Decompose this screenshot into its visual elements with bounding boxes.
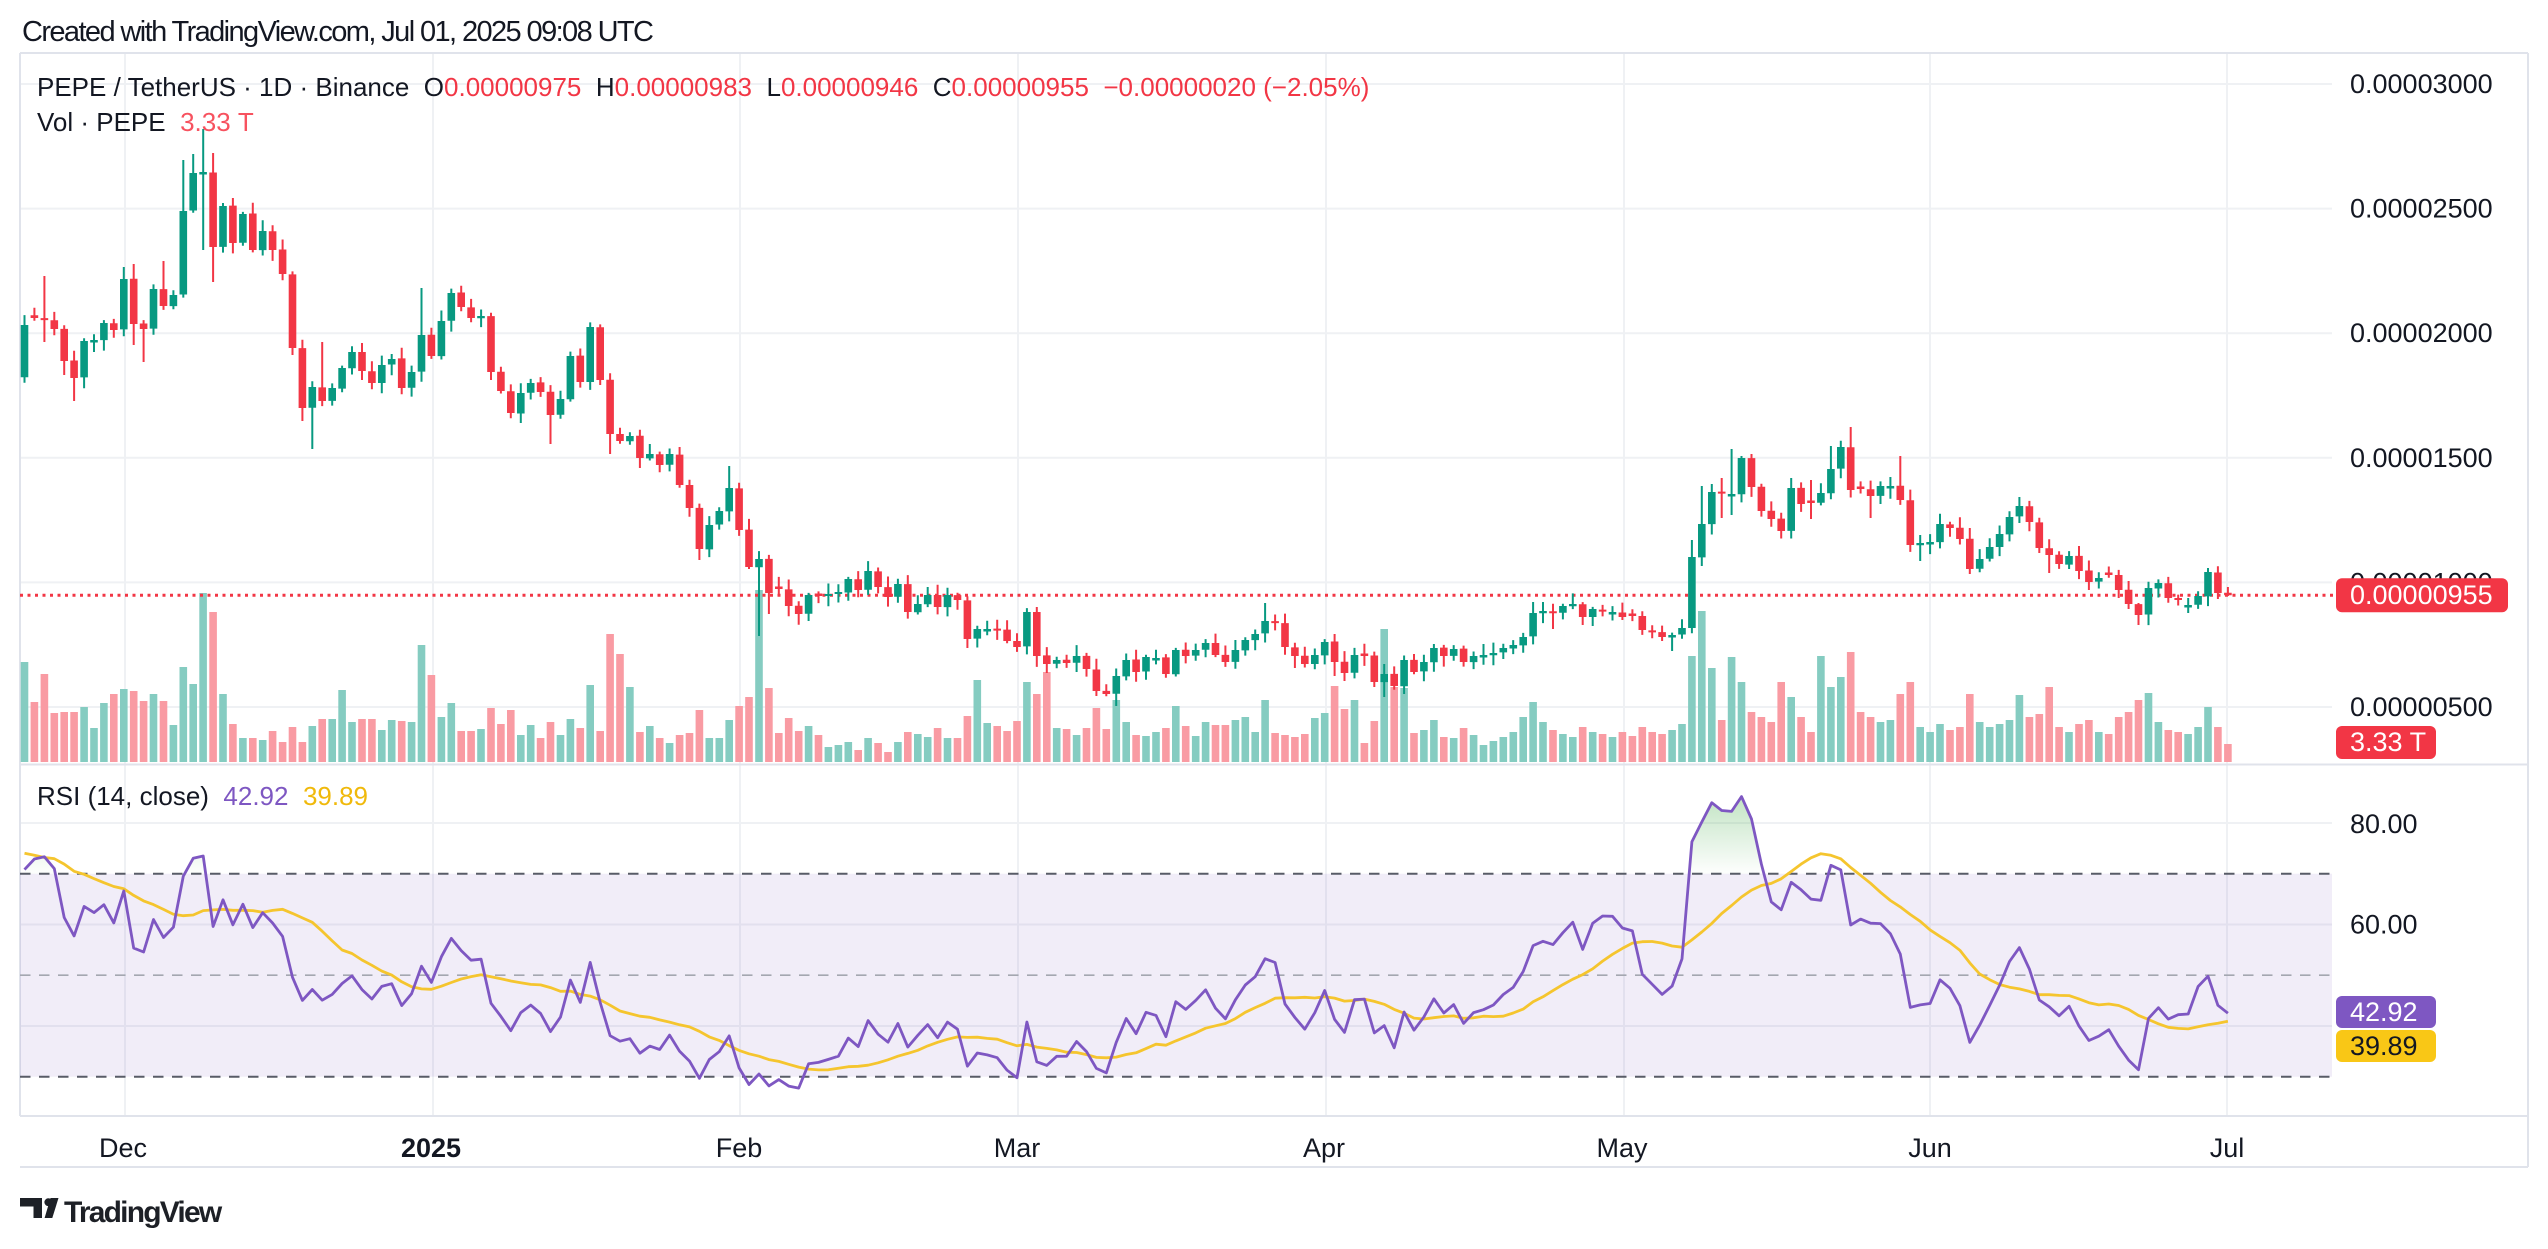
svg-text:May: May — [1596, 1133, 1648, 1163]
svg-text:0.00000955: 0.00000955 — [2350, 580, 2493, 610]
svg-text:2025: 2025 — [401, 1133, 461, 1163]
svg-text:Created with TradingView.com,: Created with TradingView.com, Jul 01, 20… — [22, 16, 653, 48]
svg-text:0.00002000: 0.00002000 — [2350, 318, 2493, 348]
svg-text:39.89: 39.89 — [2350, 1031, 2418, 1061]
svg-text:42.92: 42.92 — [2350, 997, 2418, 1027]
svg-text:Jun: Jun — [1908, 1133, 1952, 1163]
svg-text:80.00: 80.00 — [2350, 809, 2418, 839]
svg-text:0.00003000: 0.00003000 — [2350, 69, 2493, 99]
svg-text:Vol · PEPE 3.33 T: Vol · PEPE 3.33 T — [37, 107, 254, 137]
svg-text:Apr: Apr — [1303, 1133, 1345, 1163]
svg-text:0.00002500: 0.00002500 — [2350, 194, 2493, 224]
svg-text:Jul: Jul — [2210, 1133, 2245, 1163]
svg-text:RSI (14, close) 42.92 39.89: RSI (14, close) 42.92 39.89 — [37, 781, 368, 811]
svg-text:Dec: Dec — [99, 1133, 147, 1163]
svg-text:60.00: 60.00 — [2350, 910, 2418, 940]
svg-text:3.33 T: 3.33 T — [2350, 727, 2426, 757]
svg-text:0.00001500: 0.00001500 — [2350, 443, 2493, 473]
svg-text:Mar: Mar — [994, 1133, 1041, 1163]
svg-text:PEPE / TetherUS · 1D · Binance: PEPE / TetherUS · 1D · Binance O0.000009… — [37, 72, 1369, 102]
svg-text:Feb: Feb — [716, 1133, 763, 1163]
svg-text:0.00000500: 0.00000500 — [2350, 692, 2493, 722]
svg-text:TradingView: TradingView — [64, 1196, 223, 1229]
